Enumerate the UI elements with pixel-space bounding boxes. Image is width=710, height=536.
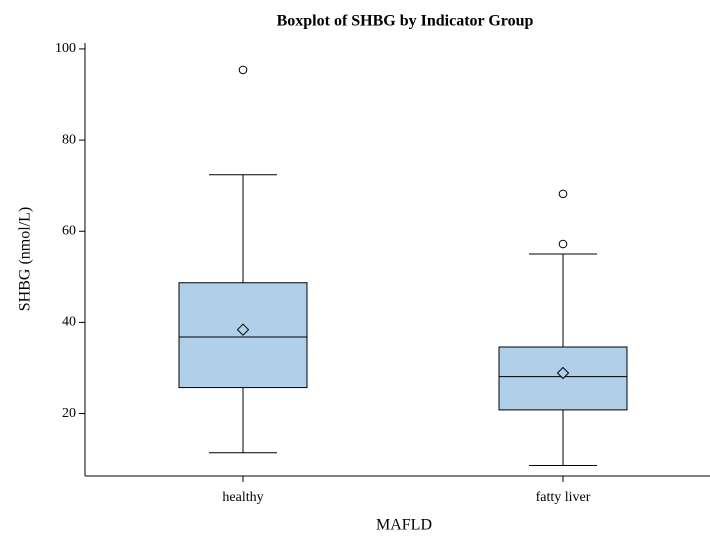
x-tick-label: fatty liver bbox=[536, 490, 591, 505]
y-tick-label: 60 bbox=[62, 223, 76, 238]
whisker-lower bbox=[529, 409, 597, 467]
whisker-lower bbox=[209, 387, 277, 454]
outlier bbox=[238, 65, 248, 75]
y-axis-label: SHBG (nmol/L) bbox=[17, 207, 34, 311]
y-tick-label: 20 bbox=[62, 406, 76, 421]
whisker-upper bbox=[529, 253, 597, 348]
mean bbox=[556, 366, 570, 380]
y-tick-label: 80 bbox=[62, 132, 76, 147]
y-tick-label: 40 bbox=[62, 315, 76, 330]
outlier bbox=[558, 189, 568, 199]
y-tick-label: 100 bbox=[55, 41, 76, 56]
outlier bbox=[558, 239, 568, 249]
x-axis-label: MAFLD bbox=[376, 517, 432, 534]
chart-title: Boxplot of SHBG by Indicator Group bbox=[277, 13, 534, 30]
whisker-upper bbox=[209, 174, 277, 283]
x-tick-label: healthy bbox=[222, 490, 263, 505]
mean bbox=[236, 323, 250, 336]
